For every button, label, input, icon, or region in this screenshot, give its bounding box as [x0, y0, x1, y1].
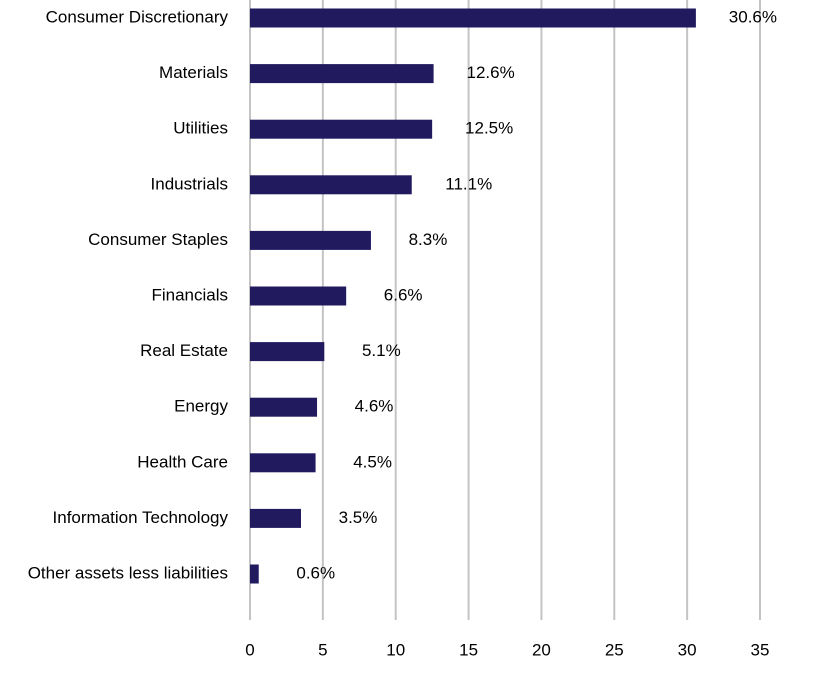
bar	[250, 564, 259, 584]
bar	[250, 342, 325, 362]
x-tick-label: 30	[678, 640, 697, 659]
x-tick-label: 0	[245, 640, 254, 659]
y-tick-label: Utilities	[173, 119, 228, 138]
bar	[250, 453, 316, 473]
value-label: 3.5%	[339, 508, 378, 527]
value-label: 6.6%	[384, 285, 423, 304]
y-tick-label: Health Care	[137, 452, 228, 471]
x-tick-label: 15	[459, 640, 478, 659]
x-tick-label: 5	[318, 640, 327, 659]
bar	[250, 286, 347, 306]
value-label: 12.6%	[466, 63, 514, 82]
value-label: 5.1%	[362, 341, 401, 360]
value-label: 30.6%	[729, 7, 777, 26]
y-tick-label: Materials	[159, 63, 228, 82]
y-tick-label: Information Technology	[53, 508, 229, 527]
bar	[250, 230, 371, 250]
value-label: 4.6%	[355, 397, 394, 416]
x-tick-label: 10	[386, 640, 405, 659]
x-tick-label: 20	[532, 640, 551, 659]
bar	[250, 64, 434, 84]
value-label: 4.5%	[353, 452, 392, 471]
value-label: 11.1%	[445, 174, 492, 193]
value-label: 12.5%	[465, 119, 513, 138]
bar	[250, 397, 318, 417]
y-tick-label: Consumer Staples	[88, 230, 228, 249]
value-label: 0.6%	[296, 563, 335, 582]
y-tick-label: Other assets less liabilities	[28, 563, 228, 582]
y-tick-label: Real Estate	[140, 341, 228, 360]
bar	[250, 119, 433, 139]
y-tick-label: Financials	[151, 285, 228, 304]
y-tick-label: Industrials	[151, 174, 228, 193]
bar	[250, 508, 301, 528]
bar	[250, 175, 412, 195]
y-tick-label: Energy	[174, 397, 228, 416]
y-tick-label: Consumer Discretionary	[46, 7, 229, 26]
bar	[250, 8, 696, 28]
x-tick-label: 35	[751, 640, 770, 659]
x-tick-label: 25	[605, 640, 624, 659]
value-label: 8.3%	[409, 230, 448, 249]
